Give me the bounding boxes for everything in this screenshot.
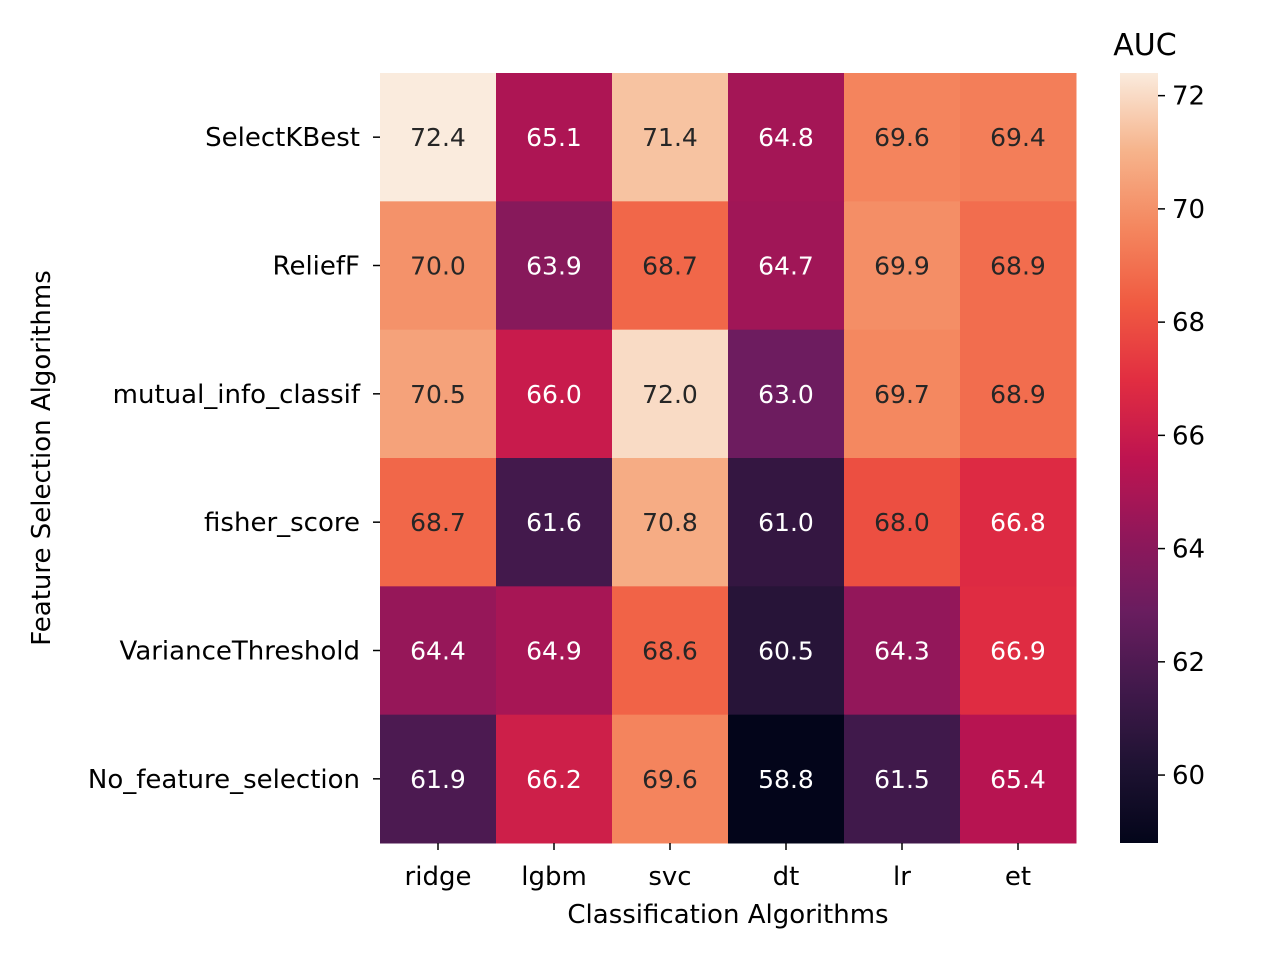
x-tick-label: ridge xyxy=(405,862,472,892)
cell-value-label: 70.8 xyxy=(642,508,698,537)
cell-value-label: 64.7 xyxy=(758,252,814,281)
cell-value-label: 69.6 xyxy=(642,765,698,794)
cell-value-label: 64.4 xyxy=(410,637,466,666)
cell-value-label: 70.5 xyxy=(410,380,466,409)
cell-value-label: 64.9 xyxy=(526,637,582,666)
x-tick-label: et xyxy=(1005,862,1031,892)
x-tick-label: dt xyxy=(773,862,800,892)
cell-value-label: 72.0 xyxy=(642,380,698,409)
cell-value-label: 65.4 xyxy=(990,765,1046,794)
colorbar-label: AUC xyxy=(1113,28,1176,63)
cell-value-label: 68.0 xyxy=(874,508,930,537)
colorbar-tick-label: 60 xyxy=(1172,761,1205,791)
y-tick-label: SelectKBest xyxy=(205,123,360,153)
cell-value-label: 68.6 xyxy=(642,637,698,666)
cell-value-label: 70.0 xyxy=(410,252,466,281)
colorbar-tick-label: 66 xyxy=(1172,421,1205,451)
y-tick-label: mutual_info_classif xyxy=(113,380,361,410)
cell-value-label: 61.0 xyxy=(758,508,814,537)
x-tick-label: svc xyxy=(648,862,691,892)
cell-value-label: 68.7 xyxy=(410,508,466,537)
cell-value-label: 63.0 xyxy=(758,380,814,409)
cell-value-label: 64.8 xyxy=(758,123,814,152)
cell-value-label: 60.5 xyxy=(758,637,814,666)
y-tick-label: ReliefF xyxy=(273,252,360,282)
cell-value-label: 66.0 xyxy=(526,380,582,409)
cell-value-label: 71.4 xyxy=(642,123,698,152)
colorbar-tick-label: 64 xyxy=(1172,535,1205,565)
cell-value-label: 61.6 xyxy=(526,508,582,537)
cell-value-label: 72.4 xyxy=(410,123,466,152)
colorbar-tick-label: 68 xyxy=(1172,308,1205,338)
y-tick-label: fisher_score xyxy=(204,508,360,538)
cell-value-label: 69.4 xyxy=(990,123,1046,152)
cell-value-label: 68.9 xyxy=(990,380,1046,409)
x-tick-label: lr xyxy=(893,862,911,892)
x-axis-label: Classification Algorithms xyxy=(567,900,888,930)
cell-value-label: 69.9 xyxy=(874,252,930,281)
x-tick-label: lgbm xyxy=(521,862,587,892)
y-axis-ticks: SelectKBest ReliefF mutual_info_classiffis… xyxy=(88,123,380,795)
cell-value-label: 69.7 xyxy=(874,380,930,409)
cell-value-label: 68.7 xyxy=(642,252,698,281)
colorbar-tick-label: 62 xyxy=(1172,648,1205,678)
cell-value-label: 69.6 xyxy=(874,123,930,152)
colorbar-ticks: 60 62 64 66 68 70 72 xyxy=(1158,82,1205,791)
colorbar-tick-label: 70 xyxy=(1172,195,1205,225)
cell-value-label: 64.3 xyxy=(874,637,930,666)
cell-value-label: 66.2 xyxy=(526,765,582,794)
cell-value-label: 61.5 xyxy=(874,765,930,794)
y-tick-label: No_feature_selection xyxy=(88,765,360,795)
y-axis-label: Feature Selection Algorithms xyxy=(27,270,57,645)
colorbar-tick-label: 72 xyxy=(1172,82,1205,112)
cell-value-label: 66.9 xyxy=(990,637,1046,666)
cell-value-label: 65.1 xyxy=(526,123,582,152)
colorbar-gradient xyxy=(1120,73,1158,843)
cell-value-label: 63.9 xyxy=(526,252,582,281)
cell-value-label: 68.9 xyxy=(990,252,1046,281)
cell-value-label: 66.8 xyxy=(990,508,1046,537)
cell-value-label: 58.8 xyxy=(758,765,814,794)
heatmap-cells xyxy=(380,73,1077,844)
x-axis-ticks: ridge lgbm svc dt lr et xyxy=(405,843,1032,892)
y-tick-label: VarianceThreshold xyxy=(120,637,360,667)
colorbar: 60 62 64 66 68 70 72 AUC xyxy=(1113,28,1205,843)
cell-value-label: 61.9 xyxy=(410,765,466,794)
